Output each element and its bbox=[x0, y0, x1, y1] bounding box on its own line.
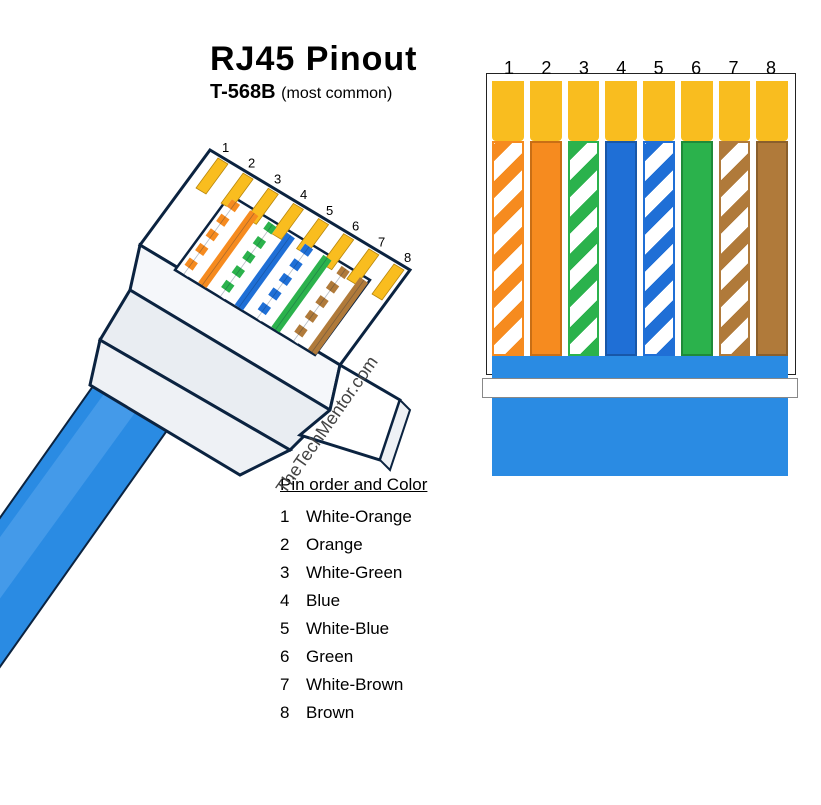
title-paren: (most common) bbox=[281, 85, 392, 102]
wire-pin-4 bbox=[605, 141, 637, 356]
pin-list-label: White-Green bbox=[306, 563, 402, 583]
gold-contact bbox=[719, 81, 751, 141]
wire-pin-1 bbox=[492, 141, 524, 356]
svg-text:2: 2 bbox=[248, 156, 255, 171]
pin-list-row: 3White-Green bbox=[280, 563, 427, 583]
wire-stripes-row bbox=[490, 141, 790, 356]
wire-pin-8 bbox=[756, 141, 788, 356]
pin-number: 3 bbox=[569, 58, 599, 79]
svg-text:6: 6 bbox=[352, 219, 359, 234]
pinout-chart: 12345678 bbox=[490, 58, 790, 476]
gold-contacts-row bbox=[490, 81, 790, 141]
title-sub: T-568B (most common) bbox=[210, 81, 417, 104]
pin-list-label: Orange bbox=[306, 535, 363, 555]
pin-list-row: 1White-Orange bbox=[280, 507, 427, 527]
pin-list-num: 6 bbox=[280, 647, 306, 667]
pin-list-num: 4 bbox=[280, 591, 306, 611]
pin-list-num: 1 bbox=[280, 507, 306, 527]
pin-list-heading: Pin order and Color bbox=[280, 475, 427, 495]
svg-text:1: 1 bbox=[222, 140, 229, 155]
wire-pin-3 bbox=[568, 141, 600, 356]
pin-number: 7 bbox=[719, 58, 749, 79]
svg-text:5: 5 bbox=[326, 203, 333, 218]
wire-pin-5 bbox=[643, 141, 675, 356]
pin-number: 4 bbox=[606, 58, 636, 79]
pin-list-label: White-Brown bbox=[306, 675, 403, 695]
pin-list-num: 5 bbox=[280, 619, 306, 639]
pin-number: 8 bbox=[756, 58, 786, 79]
pin-order-list: Pin order and Color 1White-Orange2Orange… bbox=[280, 475, 427, 731]
pin-list-row: 7White-Brown bbox=[280, 675, 427, 695]
wire-pin-2 bbox=[530, 141, 562, 356]
pin-list-label: White-Orange bbox=[306, 507, 412, 527]
pin-list-label: White-Blue bbox=[306, 619, 389, 639]
gold-contact bbox=[643, 81, 675, 141]
pin-list-row: 8Brown bbox=[280, 703, 427, 723]
pin-number: 1 bbox=[494, 58, 524, 79]
svg-text:4: 4 bbox=[300, 187, 307, 202]
svg-text:7: 7 bbox=[378, 234, 385, 249]
gold-contact bbox=[492, 81, 524, 141]
gold-contact bbox=[568, 81, 600, 141]
title-block: RJ45 Pinout T-568B (most common) bbox=[210, 40, 417, 104]
pin-number: 2 bbox=[531, 58, 561, 79]
gold-contact bbox=[756, 81, 788, 141]
wire-pin-6 bbox=[681, 141, 713, 356]
pin-list-num: 7 bbox=[280, 675, 306, 695]
pin-list-num: 2 bbox=[280, 535, 306, 555]
pin-list-label: Brown bbox=[306, 703, 354, 723]
pin-list-num: 8 bbox=[280, 703, 306, 723]
pin-list-row: 5White-Blue bbox=[280, 619, 427, 639]
wire-pin-7 bbox=[719, 141, 751, 356]
pin-list-row: 4Blue bbox=[280, 591, 427, 611]
pin-list-label: Blue bbox=[306, 591, 340, 611]
gold-contact bbox=[681, 81, 713, 141]
gold-contact bbox=[605, 81, 637, 141]
title-standard: T-568B bbox=[210, 81, 276, 103]
cable-jacket bbox=[492, 356, 788, 476]
pin-number: 5 bbox=[644, 58, 674, 79]
svg-text:8: 8 bbox=[404, 250, 411, 265]
title-main: RJ45 Pinout bbox=[210, 40, 417, 79]
jacket-band bbox=[482, 378, 798, 398]
pin-list-num: 3 bbox=[280, 563, 306, 583]
gold-contact bbox=[530, 81, 562, 141]
pin-list-label: Green bbox=[306, 647, 353, 667]
svg-text:3: 3 bbox=[274, 171, 281, 186]
pin-list-row: 6Green bbox=[280, 647, 427, 667]
pin-number-row: 12345678 bbox=[490, 58, 790, 81]
pin-number: 6 bbox=[681, 58, 711, 79]
pin-list-row: 2Orange bbox=[280, 535, 427, 555]
